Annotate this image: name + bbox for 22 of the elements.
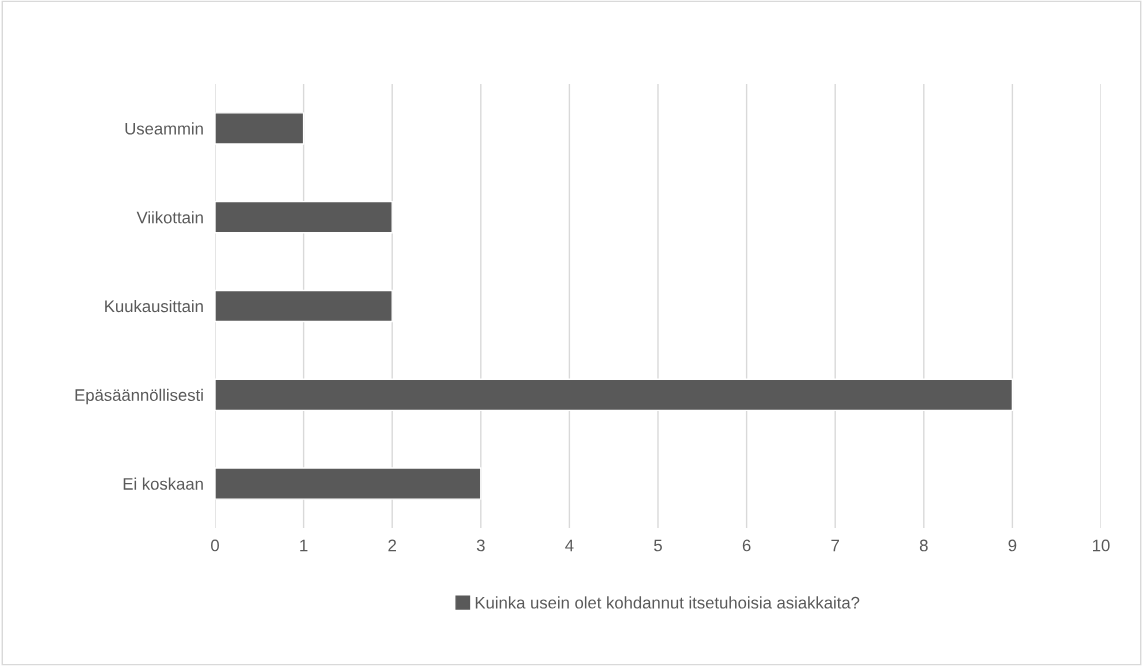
- x-tick-label: 3: [476, 539, 485, 552]
- x-tick-label: 4: [565, 539, 574, 552]
- bar: [215, 200, 393, 234]
- x-tick-label: 6: [742, 539, 751, 552]
- y-tick-label: Kuukausittain: [105, 299, 203, 313]
- bar: [215, 112, 305, 145]
- bar: [215, 378, 1014, 412]
- x-tick-label: 8: [919, 539, 928, 552]
- y-tick-label: Epäsäännöllisesti: [75, 388, 203, 405]
- legend-label: Kuinka usein olet kohdannut itsetuhoisia asiakkaita?: [475, 596, 860, 609]
- x-tick-label: 1: [300, 539, 308, 552]
- y-tick-label: Ei koskaan: [123, 477, 203, 490]
- x-tick-label: 2: [388, 539, 396, 552]
- y-tick-label: Viikottain: [136, 211, 203, 224]
- x-tick-label: 10: [1093, 539, 1110, 552]
- bar: [215, 289, 393, 323]
- x-tick-label: 0: [211, 539, 219, 552]
- x-tick-label: 7: [831, 539, 839, 552]
- x-tick-label: 9: [1008, 539, 1017, 552]
- bar: [215, 467, 482, 500]
- x-tick-label: 5: [654, 539, 662, 552]
- y-tick-label: Useammin: [125, 122, 203, 135]
